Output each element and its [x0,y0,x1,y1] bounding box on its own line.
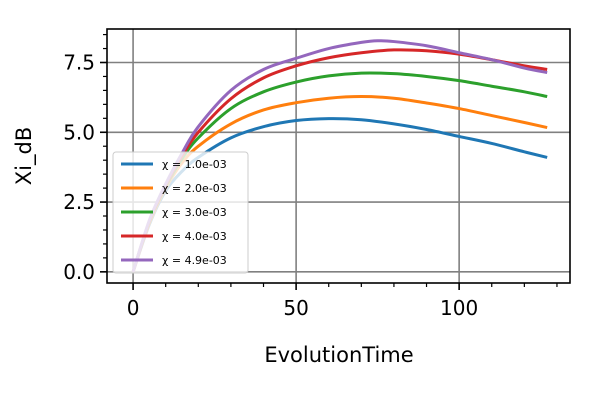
y-axis-label: Xi_dB [12,127,37,185]
x-tick-label: 50 [283,296,308,320]
legend-label: χ = 1.0e-03 [162,158,227,171]
legend-label: χ = 4.0e-03 [162,230,227,243]
legend-label: χ = 2.0e-03 [162,182,227,195]
x-tick-label: 0 [127,296,140,320]
legend-label: χ = 3.0e-03 [162,206,227,219]
legend: χ = 1.0e-03 χ = 2.0e-03 χ = 3.0e-03 χ = 4.0… [112,151,249,274]
x-tick-label: 100 [440,296,478,320]
y-tick-label: 0.0 [63,260,95,284]
legend-box [112,151,249,274]
y-tick-label: 2.5 [63,190,95,214]
legend-label: χ = 4.9e-03 [162,254,227,267]
axis-ticks [100,33,558,290]
x-axis-label: EvolutionTime [264,343,413,367]
x-tick-labels: 0 50 100 [127,296,479,320]
y-tick-label: 5.0 [63,120,95,144]
plot-frame [106,28,571,284]
y-tick-labels: 0.0 2.5 5.0 7.5 [63,50,95,283]
y-tick-label: 7.5 [63,50,95,74]
